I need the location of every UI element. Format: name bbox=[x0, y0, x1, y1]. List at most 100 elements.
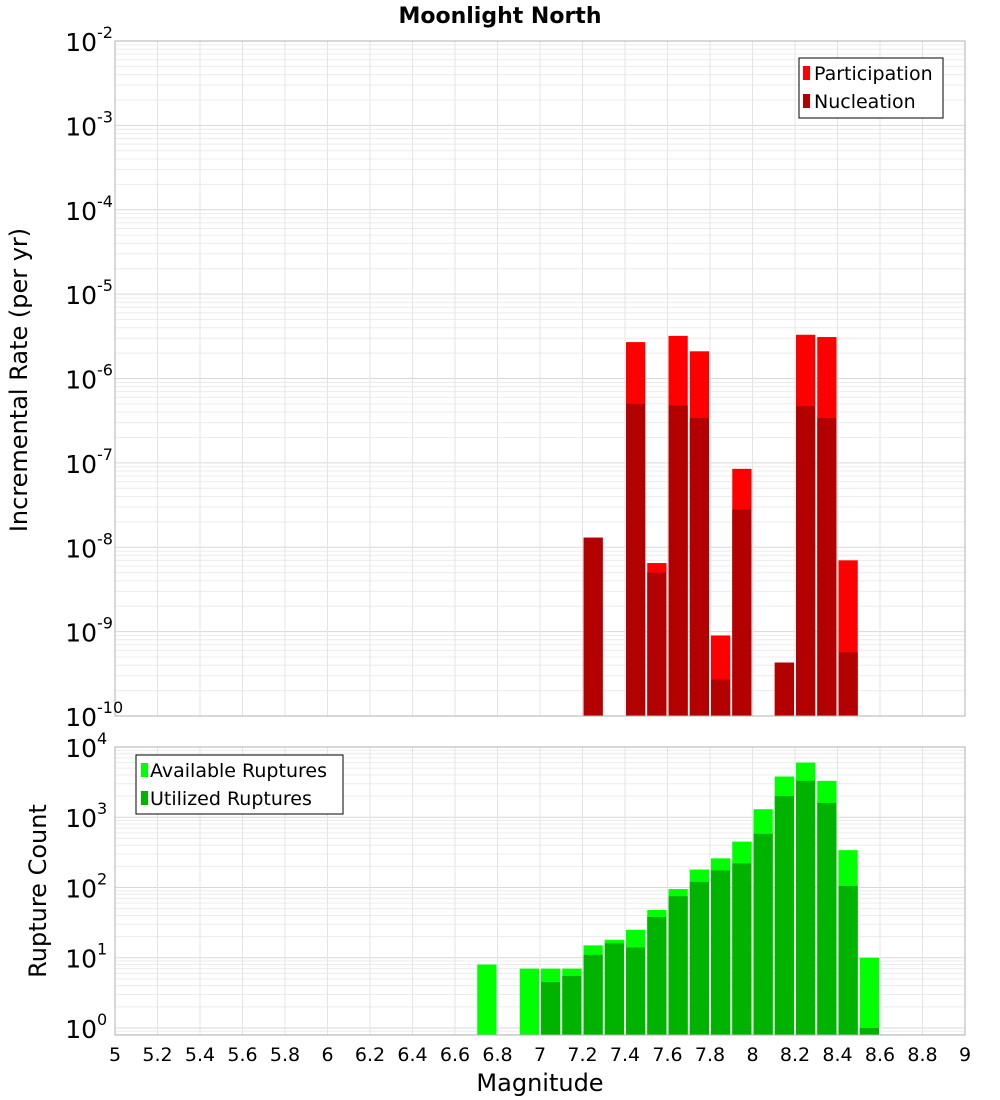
svg-text:10: 10 bbox=[65, 112, 97, 141]
rate-y-tick-label: 10 -7 bbox=[65, 445, 113, 479]
legend-participation-label: Participation bbox=[814, 63, 933, 85]
count-bar-s2 bbox=[689, 881, 709, 1035]
svg-text:10: 10 bbox=[65, 1015, 97, 1044]
x-tick-label: 8 bbox=[746, 1044, 758, 1066]
rate-y-tick-label: 10 -10 bbox=[65, 698, 123, 732]
rate-y-tick-label: 10 -2 bbox=[65, 23, 113, 57]
svg-text:10: 10 bbox=[65, 804, 97, 833]
svg-text:1: 1 bbox=[97, 940, 107, 959]
rate-y-tick-label: 10 -5 bbox=[65, 276, 113, 310]
count-bar-s2 bbox=[626, 947, 646, 1035]
count-bar-s2 bbox=[859, 1027, 879, 1035]
svg-text:0: 0 bbox=[97, 1010, 107, 1029]
svg-text:10: 10 bbox=[65, 281, 97, 310]
svg-text:3: 3 bbox=[97, 799, 107, 818]
count-plot-frame bbox=[114, 746, 966, 1036]
svg-text:-5: -5 bbox=[97, 276, 113, 295]
x-tick-label: 7.2 bbox=[567, 1044, 597, 1066]
x-tick-label: 6 bbox=[321, 1044, 333, 1066]
x-tick-label: 7.4 bbox=[610, 1044, 640, 1066]
x-axis-label: Magnitude bbox=[476, 1069, 603, 1097]
svg-text:10: 10 bbox=[65, 874, 97, 903]
legend-nucleation-swatch bbox=[803, 94, 810, 108]
rate-y-tick-label: 10 -4 bbox=[65, 192, 113, 226]
rate-bars bbox=[583, 334, 858, 716]
x-tick-label: 6.4 bbox=[397, 1044, 427, 1066]
rate-bar-s2 bbox=[796, 406, 816, 716]
rate-bar-s2 bbox=[689, 418, 709, 716]
count-bar-s2 bbox=[817, 802, 837, 1035]
svg-text:10: 10 bbox=[65, 450, 97, 479]
count-bar-s1 bbox=[477, 964, 497, 1035]
rate-y-tick-label: 10 -9 bbox=[65, 614, 113, 648]
count-y-tick-label: 10 2 bbox=[65, 869, 107, 903]
svg-text:10: 10 bbox=[65, 534, 97, 563]
svg-text:10: 10 bbox=[65, 619, 97, 648]
x-tick-label: 6.6 bbox=[440, 1044, 470, 1066]
svg-text:-6: -6 bbox=[97, 361, 113, 380]
count-bar-s2 bbox=[583, 954, 603, 1035]
svg-text:-4: -4 bbox=[97, 192, 113, 211]
rate-legend: Participation Nucleation bbox=[798, 57, 944, 119]
rate-y-tick-label: 10 -3 bbox=[65, 107, 113, 141]
x-tick-label: 6.8 bbox=[482, 1044, 512, 1066]
svg-text:4: 4 bbox=[97, 729, 107, 748]
rate-legend-box bbox=[798, 57, 944, 119]
rate-y-axis-label: Incremental Rate (per yr) bbox=[5, 228, 33, 532]
svg-text:10: 10 bbox=[65, 28, 97, 57]
count-bar-s2 bbox=[604, 943, 624, 1035]
rate-bar-s2 bbox=[647, 572, 667, 716]
svg-text:-8: -8 bbox=[97, 529, 113, 548]
count-legend: Available Ruptures Utilized Ruptures bbox=[135, 754, 344, 815]
count-bar-s2 bbox=[668, 896, 688, 1035]
x-tick-label: 5.4 bbox=[185, 1044, 215, 1066]
rate-plot-frame bbox=[114, 40, 966, 717]
count-legend-box bbox=[135, 754, 344, 815]
count-bar-s2 bbox=[562, 975, 582, 1035]
x-tick-label: 8.8 bbox=[907, 1044, 937, 1066]
count-bar-s2 bbox=[774, 796, 794, 1035]
count-bars bbox=[477, 762, 879, 1035]
x-tick-label: 8.4 bbox=[822, 1044, 852, 1066]
x-tick-label: 5.8 bbox=[270, 1044, 300, 1066]
rate-bar-s2 bbox=[732, 509, 752, 716]
rate-grid bbox=[114, 41, 966, 717]
x-tick-label: 7 bbox=[534, 1044, 546, 1066]
count-y-axis-label: Rupture Count bbox=[24, 804, 52, 978]
rate-y-tick-label: 10 -8 bbox=[65, 529, 113, 563]
count-y-tick-label: 10 4 bbox=[65, 729, 107, 763]
count-bar-s1 bbox=[859, 957, 879, 1035]
rate-bar-s2 bbox=[583, 537, 603, 716]
svg-text:2: 2 bbox=[97, 869, 107, 888]
rate-bar-s2 bbox=[817, 418, 837, 716]
x-tick-label: 5.2 bbox=[142, 1044, 172, 1066]
svg-text:10: 10 bbox=[65, 366, 97, 395]
svg-text:-9: -9 bbox=[97, 614, 113, 633]
x-tick-label: 9 bbox=[959, 1044, 971, 1066]
x-tick-label: 8.2 bbox=[780, 1044, 810, 1066]
svg-text:-10: -10 bbox=[97, 698, 123, 717]
rate-bar-s2 bbox=[838, 652, 858, 716]
count-bar-s1 bbox=[519, 968, 539, 1035]
count-bar-s2 bbox=[796, 780, 816, 1035]
svg-text:10: 10 bbox=[65, 945, 97, 974]
count-y-tick-label: 10 1 bbox=[65, 940, 107, 974]
count-bar-s2 bbox=[838, 885, 858, 1035]
svg-text:10: 10 bbox=[65, 197, 97, 226]
chart-title: Moonlight North bbox=[398, 4, 601, 29]
rate-y-tick-label: 10 -6 bbox=[65, 361, 113, 395]
legend-nucleation-label: Nucleation bbox=[814, 91, 916, 113]
legend-participation-swatch bbox=[803, 66, 810, 80]
legend-available-label: Available Ruptures bbox=[150, 760, 327, 782]
legend-utilized-label: Utilized Ruptures bbox=[150, 788, 312, 810]
rate-bar-s2 bbox=[774, 662, 794, 716]
count-bar-s2 bbox=[711, 870, 731, 1035]
count-bar-s2 bbox=[541, 982, 561, 1035]
rate-bar-s2 bbox=[668, 405, 688, 716]
rate-bar-s2 bbox=[626, 403, 646, 716]
rate-bar-s2 bbox=[711, 679, 731, 716]
